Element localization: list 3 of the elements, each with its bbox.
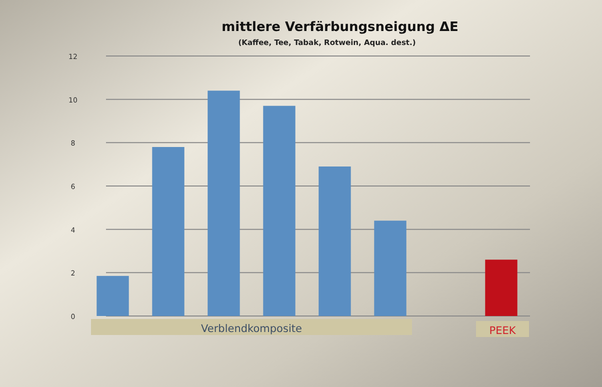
text: Verblendkomposite	[201, 323, 302, 335]
text: PEEK	[489, 325, 517, 337]
chart-title: mittlere Verfärbungsneigung ΔE	[222, 20, 458, 35]
